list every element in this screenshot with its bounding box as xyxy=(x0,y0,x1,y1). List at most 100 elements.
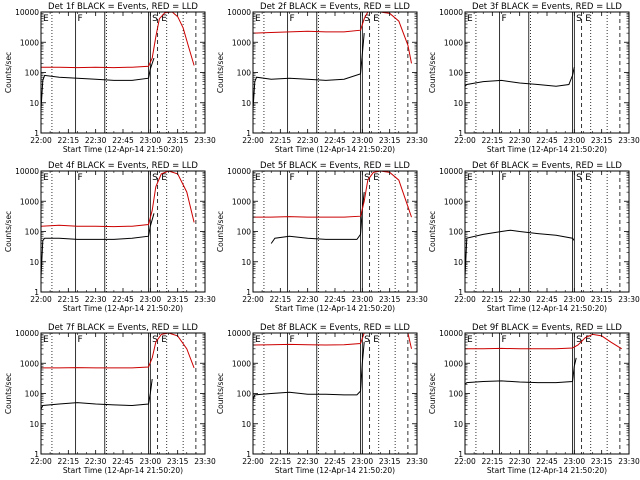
x-tick-label: 22:15 xyxy=(270,295,292,304)
lld-series-line xyxy=(253,333,412,349)
x-tick-label: 23:30 xyxy=(194,295,216,304)
plot-frame xyxy=(464,11,630,134)
y-tick-label: 100 xyxy=(449,228,464,237)
y-tick-label: 1 xyxy=(246,129,251,138)
x-tick-label: 22:15 xyxy=(270,457,292,466)
x-tick-label: 22:00 xyxy=(242,457,264,466)
x-tick-label: 22:15 xyxy=(58,457,80,466)
y-tick-label: 1 xyxy=(458,288,463,297)
interval-marker: E xyxy=(255,173,261,183)
events-series-line xyxy=(41,213,155,278)
y-tick-label: 10000 xyxy=(439,167,463,176)
x-tick-label: 23:30 xyxy=(194,136,216,145)
x-tick-label: 22:30 xyxy=(297,457,319,466)
x-tick-label: 22:30 xyxy=(85,457,107,466)
x-tick-label: 23:00 xyxy=(564,457,586,466)
x-tick-label: 23:15 xyxy=(167,457,189,466)
x-axis-label: Start Time (12-Apr-14 21:50:20) xyxy=(487,145,607,154)
x-tick-label: 23:15 xyxy=(591,457,613,466)
y-tick-label: 10 xyxy=(453,420,463,429)
x-tick-label: 23:15 xyxy=(379,457,401,466)
interval-marker: F xyxy=(501,335,506,345)
y-axis-label: Counts/sec xyxy=(216,211,225,252)
interval-marker: F xyxy=(501,173,506,183)
x-tick-label: 22:45 xyxy=(536,295,558,304)
interval-marker: S xyxy=(152,173,158,183)
interval-marker: E xyxy=(467,173,473,183)
y-tick-label: 10000 xyxy=(15,167,39,176)
plot-frame xyxy=(252,170,418,293)
x-tick-label: 23:00 xyxy=(140,457,162,466)
x-axis-label: Start Time (12-Apr-14 21:50:20) xyxy=(487,304,607,313)
x-tick-label: 22:30 xyxy=(85,295,107,304)
x-tick-label: 23:30 xyxy=(618,457,640,466)
y-axis-label: Counts/sec xyxy=(4,52,13,93)
y-tick-label: 1 xyxy=(34,129,39,138)
y-tick-label: 10000 xyxy=(15,8,39,17)
y-tick-label: 10 xyxy=(453,258,463,267)
x-axis-label: Start Time (12-Apr-14 21:50:20) xyxy=(275,145,395,154)
y-tick-label: 100 xyxy=(237,390,252,399)
x-tick-label: 22:45 xyxy=(324,136,346,145)
x-tick-label: 22:00 xyxy=(454,295,476,304)
interval-marker: F xyxy=(77,335,82,345)
x-tick-label: 23:00 xyxy=(564,295,586,304)
x-tick-label: 22:45 xyxy=(536,457,558,466)
interval-marker: E xyxy=(161,335,167,345)
x-tick-label: 22:15 xyxy=(482,136,504,145)
interval-marker: E xyxy=(161,173,167,183)
x-tick-label: 22:30 xyxy=(297,136,319,145)
events-series-line xyxy=(253,33,365,110)
x-tick-label: 23:00 xyxy=(352,136,374,145)
plot-frame xyxy=(464,170,630,293)
interval-marker: E xyxy=(43,173,49,183)
y-tick-label: 10000 xyxy=(439,329,463,338)
y-tick-label: 10 xyxy=(29,258,39,267)
y-tick-label: 1000 xyxy=(444,359,463,368)
x-tick-label: 23:30 xyxy=(406,457,428,466)
y-tick-label: 1000 xyxy=(20,38,39,47)
interval-marker: S xyxy=(576,14,582,24)
x-tick-label: 22:45 xyxy=(324,295,346,304)
plot-frame xyxy=(252,11,418,134)
interval-marker: E xyxy=(255,14,261,24)
plot-frame xyxy=(40,11,206,134)
y-tick-label: 10000 xyxy=(227,167,251,176)
lld-series-line xyxy=(41,333,195,369)
y-tick-label: 10 xyxy=(29,99,39,108)
x-tick-label: 23:00 xyxy=(140,136,162,145)
x-tick-label: 23:00 xyxy=(352,295,374,304)
x-tick-label: 22:30 xyxy=(297,295,319,304)
interval-marker: S xyxy=(152,14,158,24)
y-tick-label: 10000 xyxy=(227,329,251,338)
plot-frame xyxy=(40,332,206,455)
x-tick-label: 22:00 xyxy=(242,136,264,145)
x-axis-label: Start Time (12-Apr-14 21:50:20) xyxy=(63,145,183,154)
y-tick-label: 100 xyxy=(25,390,40,399)
interval-marker: F xyxy=(501,14,506,24)
y-tick-label: 100 xyxy=(237,228,252,237)
x-tick-label: 22:15 xyxy=(482,295,504,304)
x-tick-label: 22:00 xyxy=(454,136,476,145)
events-series-line xyxy=(465,357,577,385)
interval-marker: S xyxy=(576,335,582,345)
panel-title: Det 8f BLACK = Events, RED = LLD xyxy=(260,323,410,333)
x-tick-label: 22:30 xyxy=(509,136,531,145)
panel-title: Det 5f BLACK = Events, RED = LLD xyxy=(260,161,410,171)
interval-marker: E xyxy=(585,173,591,183)
x-axis-label: Start Time (12-Apr-14 21:50:20) xyxy=(487,466,607,475)
x-tick-label: 22:00 xyxy=(30,457,52,466)
interval-marker: E xyxy=(373,335,379,345)
lld-series-line xyxy=(253,171,412,218)
y-tick-label: 1 xyxy=(246,288,251,297)
x-tick-label: 22:15 xyxy=(58,295,80,304)
y-tick-label: 100 xyxy=(25,228,40,237)
